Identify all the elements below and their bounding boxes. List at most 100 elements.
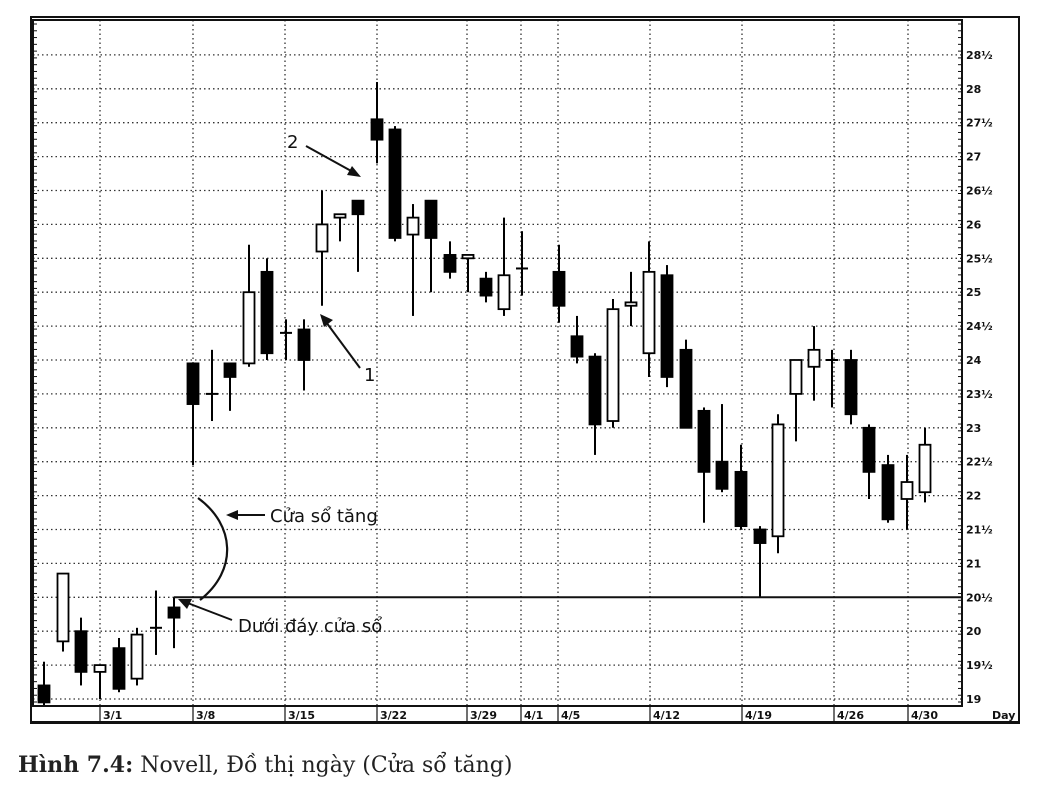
y-tick-label: 24½ [966,320,993,333]
candle [588,353,602,455]
y-tick-label: 27½ [966,117,993,130]
candle [753,526,767,598]
candle [844,349,858,425]
x-tick-label: 3/8 [196,709,215,722]
candle [93,664,107,699]
chart-axes: 1919½2020½2121½2222½2323½2424½2525½2626½… [30,16,1020,724]
x-tick-label: 3/22 [380,709,407,722]
candle [461,254,475,293]
candle [150,590,162,655]
y-tick-label: 26½ [966,185,993,198]
x-axis-label: Day [992,709,1015,722]
candle [552,244,566,323]
candle [734,444,748,530]
candle [130,627,144,686]
candles-layer [37,82,932,706]
arrowhead-icon [320,314,333,327]
x-tick-label: 4/19 [745,709,772,722]
x-tick-label: 3/29 [470,709,497,722]
candle [406,204,420,316]
candle [826,349,838,408]
candle [206,349,218,422]
candle [900,454,914,530]
window-bottom-arrow [184,601,233,621]
candle [881,454,895,523]
candle [789,359,803,442]
candle [660,265,674,388]
candle [74,617,88,686]
candle [771,414,785,554]
y-tick-label: 25 [966,286,981,299]
candle [807,326,821,401]
candle [679,339,693,429]
candle [297,319,311,391]
candle [642,241,656,377]
marker-2-label: 2 [287,132,298,153]
arrowhead-icon [178,599,192,609]
annotations-layer: Cửa sổ tăng Dưới đáy cửa sổ 1 2 [178,132,382,637]
candle [37,661,51,706]
x-tick-label: 4/1 [524,709,543,722]
y-tick-label: 19½ [966,659,993,672]
y-tick-label: 28 [966,83,981,96]
candle [260,258,274,360]
candle [242,244,256,367]
candle [918,427,932,503]
chart-grid [33,20,962,706]
candle [186,362,200,466]
candle [388,126,402,242]
candle [56,572,70,652]
window-label: Cửa sổ tăng [270,506,378,527]
y-tick-label: 24 [966,354,982,367]
candle [112,637,126,693]
candle [606,298,620,428]
marker-2-arrow [305,145,354,173]
candle [479,271,493,303]
caption-label: Hình 7.4: [18,752,134,778]
y-tick-label: 28½ [966,49,993,62]
y-tick-label: 21 [966,557,981,570]
x-tick-label: 3/1 [103,709,122,722]
candle [370,82,384,164]
x-tick-label: 4/30 [911,709,938,722]
candle [333,213,347,242]
window-bottom-label: Dưới đáy cửa sổ [238,616,382,637]
arrowhead-icon [347,166,361,177]
y-tick-label: 27 [966,151,981,164]
y-tick-label: 19 [966,693,981,706]
arrowhead-icon [226,510,238,520]
candle [570,315,584,364]
candle [862,424,876,499]
marker-1-label: 1 [364,365,375,386]
candle [351,199,365,272]
candle [516,231,528,296]
x-tick-label: 4/26 [837,709,864,722]
candle [497,217,511,316]
candle [167,597,181,649]
marker-1-arrow [325,321,361,369]
figure-caption: Hình 7.4: Novell, Đồ thị ngày (Cửa sổ tă… [18,752,512,778]
x-tick-label: 4/12 [653,709,680,722]
x-tick-label: 3/15 [288,709,315,722]
candle [697,407,711,523]
candle [280,319,292,360]
y-tick-label: 23½ [966,388,993,401]
y-tick-label: 22½ [966,456,993,469]
y-tick-label: 20½ [966,591,993,604]
candlestick-chart: 19 19½ 20 20½ 21 21½ 22 22½ 23 23½ 24 24½ 25 25½ 26 26½… [30,16,1020,724]
candle [223,362,237,411]
y-tick-label: 25½ [966,252,993,265]
candle [715,404,729,493]
candle [624,271,638,327]
x-tick-label: 4/5 [561,709,580,722]
y-tick-label: 21½ [966,524,993,537]
window-bracket-curve [197,497,229,601]
candle [443,241,457,279]
y-tick-label: 20 [966,625,982,638]
y-tick-label: 22 [966,490,981,503]
candle [424,199,438,293]
caption-text: Novell, Đồ thị ngày (Cửa sổ tăng) [140,753,513,778]
candle [315,190,329,306]
y-tick-label: 26 [966,218,982,231]
y-tick-label: 23 [966,422,981,435]
